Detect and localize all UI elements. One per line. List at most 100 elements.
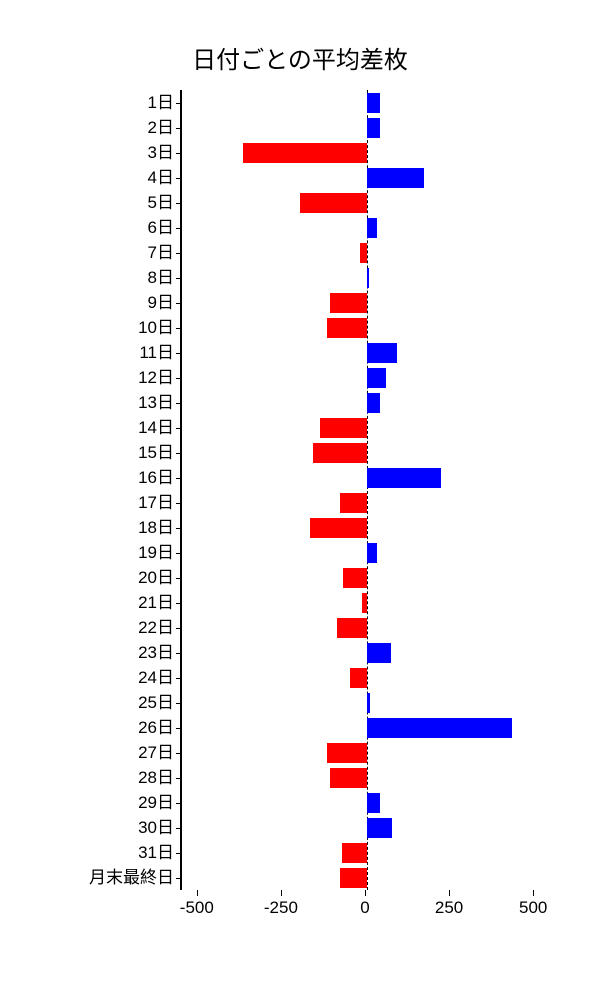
y-axis-label: 2日 [148, 115, 174, 140]
y-tick [176, 328, 182, 329]
bar [367, 368, 386, 388]
bar [367, 693, 370, 713]
y-tick [176, 878, 182, 879]
y-tick [176, 128, 182, 129]
bar [313, 443, 367, 463]
y-tick [176, 853, 182, 854]
y-axis-label: 21日 [138, 590, 174, 615]
y-axis-label: 3日 [148, 140, 174, 165]
x-axis: -500 -250 0 250 500 [180, 890, 550, 920]
y-tick [176, 353, 182, 354]
y-axis-label: 25日 [138, 690, 174, 715]
bar [330, 293, 367, 313]
bar [367, 118, 380, 138]
chart-container: 日付ごとの平均差枚 -500-2500250500 1日2日3日4日5日6日7日… [50, 40, 550, 910]
bar [343, 568, 367, 588]
y-tick [176, 803, 182, 804]
y-axis-label: 17日 [138, 490, 174, 515]
y-axis-label: 11日 [139, 340, 174, 365]
y-tick [176, 203, 182, 204]
y-tick [176, 653, 182, 654]
y-tick [176, 153, 182, 154]
y-axis-label: 1日 [148, 90, 174, 115]
x-tick [281, 890, 282, 896]
bar [362, 593, 367, 613]
x-tick-label: 500 [519, 898, 547, 918]
y-axis-label: 24日 [138, 665, 174, 690]
y-tick [176, 578, 182, 579]
y-tick [176, 703, 182, 704]
bar [243, 143, 367, 163]
y-tick [176, 778, 182, 779]
x-tick [197, 890, 198, 896]
bar [367, 793, 380, 813]
bars-region [180, 90, 550, 890]
y-axis-label: 5日 [148, 190, 174, 215]
bar [367, 543, 377, 563]
bar [367, 168, 424, 188]
y-tick [176, 678, 182, 679]
y-tick [176, 403, 182, 404]
y-tick [176, 178, 182, 179]
bar [327, 318, 367, 338]
y-axis-label: 7日 [148, 240, 174, 265]
x-tick-label: 0 [360, 898, 369, 918]
y-tick [176, 478, 182, 479]
bar [327, 743, 367, 763]
bar [360, 243, 367, 263]
bar [342, 843, 367, 863]
y-axis-label: 27日 [138, 740, 174, 765]
y-axis-label: 10日 [138, 315, 174, 340]
bar [367, 393, 380, 413]
y-tick [176, 628, 182, 629]
y-axis-label: 19日 [138, 540, 174, 565]
y-tick [176, 503, 182, 504]
bar [367, 643, 391, 663]
y-tick [176, 453, 182, 454]
bar [367, 268, 369, 288]
y-axis-label: 12日 [138, 365, 174, 390]
chart-title: 日付ごとの平均差枚 [50, 40, 550, 75]
bar [340, 493, 367, 513]
y-axis-label: 30日 [138, 815, 174, 840]
y-axis-label: 29日 [138, 790, 174, 815]
y-axis-label: 28日 [138, 765, 174, 790]
y-tick [176, 378, 182, 379]
y-tick [176, 278, 182, 279]
y-axis-label: 15日 [138, 440, 174, 465]
y-tick [176, 303, 182, 304]
y-axis-label: 18日 [138, 515, 174, 540]
y-axis-label: 9日 [148, 290, 174, 315]
x-tick [365, 890, 366, 896]
y-axis-label: 16日 [138, 465, 174, 490]
bar [330, 768, 367, 788]
y-axis-label: 月末最終日 [89, 865, 174, 890]
bar [300, 193, 367, 213]
x-tick-label: -500 [180, 898, 214, 918]
y-tick [176, 728, 182, 729]
bar [337, 618, 367, 638]
y-axis-label: 31日 [138, 840, 174, 865]
y-tick [176, 103, 182, 104]
bar [310, 518, 367, 538]
bar [367, 218, 377, 238]
y-axis-label: 20日 [138, 565, 174, 590]
y-axis-label: 4日 [148, 165, 174, 190]
y-axis-label: 13日 [138, 390, 174, 415]
x-tick-label: 250 [435, 898, 463, 918]
y-axis-label: 6日 [148, 215, 174, 240]
x-tick-label: -250 [264, 898, 298, 918]
bar [320, 418, 367, 438]
bar [340, 868, 367, 888]
y-axis-label: 26日 [138, 715, 174, 740]
bar [367, 468, 441, 488]
bar [367, 93, 380, 113]
bar [350, 668, 367, 688]
y-tick [176, 828, 182, 829]
y-tick [176, 528, 182, 529]
plot-area: -500-2500250500 1日2日3日4日5日6日7日8日9日10日11日… [50, 90, 550, 910]
y-axis-label: 8日 [148, 265, 174, 290]
y-axis-label: 22日 [138, 615, 174, 640]
y-tick [176, 428, 182, 429]
y-tick [176, 253, 182, 254]
